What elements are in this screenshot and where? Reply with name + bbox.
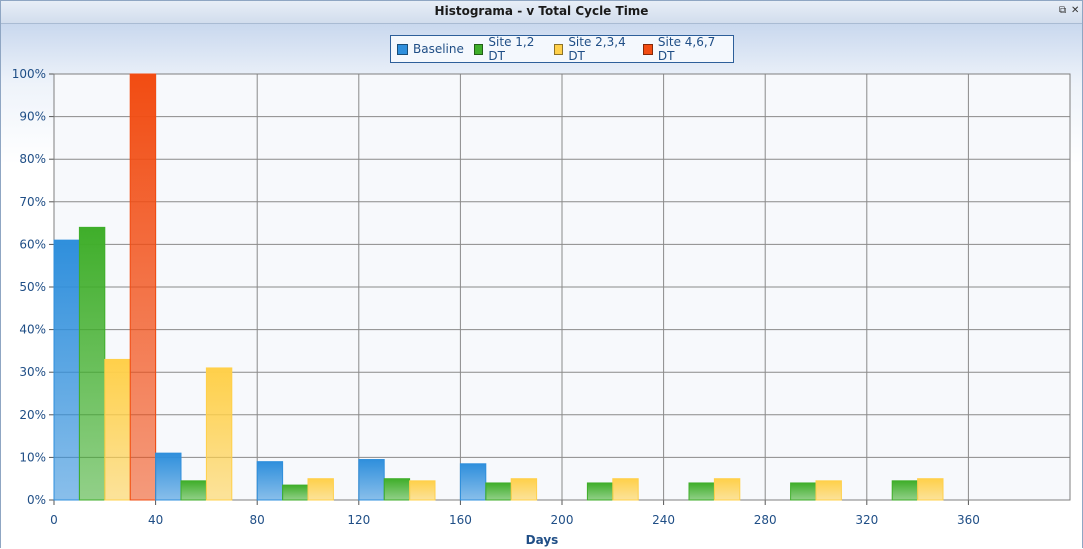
y-tick-label: 60%: [19, 237, 46, 251]
x-tick-label: 160: [449, 513, 472, 527]
bar: [612, 478, 639, 501]
bar: [713, 478, 741, 501]
y-tick-label: 0%: [27, 493, 46, 507]
bar: [688, 482, 715, 501]
bar: [586, 482, 614, 501]
y-tick-label: 100%: [12, 67, 46, 81]
legend-label: Baseline: [413, 42, 464, 56]
bar: [53, 239, 80, 501]
bar: [383, 478, 411, 501]
title-bar: Histograma - v Total Cycle Time ⧉ ✕: [1, 1, 1082, 24]
bar: [510, 478, 538, 501]
bar: [891, 480, 919, 501]
bar: [104, 358, 131, 501]
x-tick-label: 80: [250, 513, 265, 527]
chart-legend: Baseline Site 1,2 DT Site 2,3,4 DT Site 4,6…: [390, 35, 734, 63]
x-tick-label: 40: [148, 513, 163, 527]
legend-item[interactable]: Site 4,6,7 DT: [643, 35, 723, 63]
bar: [485, 482, 512, 501]
legend-label: Site 2,3,4 DT: [568, 35, 626, 63]
restore-icon[interactable]: ⧉: [1059, 5, 1067, 16]
bar: [358, 459, 385, 501]
bar: [815, 480, 842, 501]
bar: [790, 482, 817, 501]
window-title: Histograma - v Total Cycle Time: [434, 4, 649, 18]
x-tick-label: 280: [754, 513, 777, 527]
legend-swatch: [473, 43, 484, 55]
legend-item[interactable]: Baseline: [397, 42, 464, 56]
legend-swatch: [643, 43, 653, 55]
legend-item[interactable]: Site 1,2 DT: [473, 35, 544, 63]
x-tick-label: 320: [855, 513, 878, 527]
bar: [282, 484, 309, 501]
y-tick-label: 30%: [19, 365, 46, 379]
y-tick-label: 50%: [19, 280, 46, 294]
bar: [78, 226, 106, 501]
bar: [917, 478, 944, 501]
legend-swatch: [397, 43, 408, 55]
y-tick-label: 80%: [19, 152, 46, 166]
bar: [256, 461, 284, 501]
y-tick-label: 20%: [19, 408, 46, 422]
x-tick-label: 360: [957, 513, 980, 527]
legend-swatch: [553, 43, 564, 55]
x-tick-label: 0: [50, 513, 58, 527]
y-tick-label: 10%: [19, 450, 46, 464]
x-tick-label: 240: [652, 513, 675, 527]
legend-item[interactable]: Site 2,3,4 DT: [553, 35, 634, 63]
x-tick-label: 120: [347, 513, 370, 527]
legend-label: Site 4,6,7 DT: [657, 35, 716, 63]
legend-label: Site 1,2 DT: [488, 35, 535, 63]
bar: [307, 478, 334, 501]
x-tick-label: 200: [551, 513, 574, 527]
close-icon[interactable]: ✕: [1071, 5, 1080, 16]
bar: [409, 480, 436, 501]
x-axis-title: Days: [526, 533, 559, 547]
y-tick-label: 70%: [19, 195, 46, 209]
bar: [155, 452, 182, 501]
bar: [459, 463, 487, 501]
y-tick-label: 40%: [19, 323, 46, 337]
bar: [180, 480, 207, 501]
bar: [129, 73, 157, 501]
bar: [205, 367, 233, 501]
y-tick-label: 90%: [19, 110, 46, 124]
